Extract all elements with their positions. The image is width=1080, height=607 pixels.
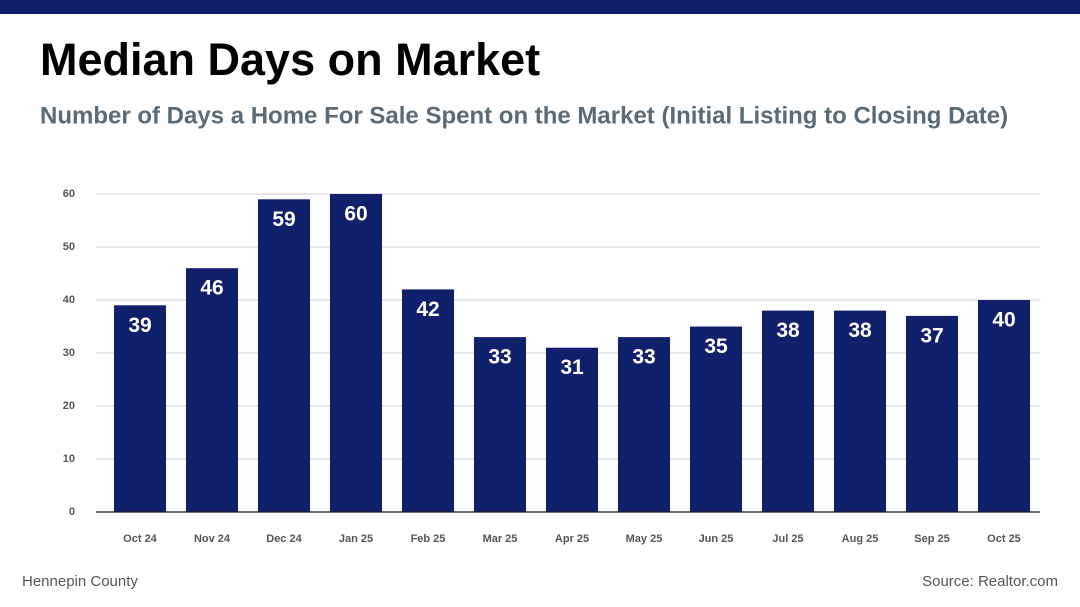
bar [258,199,310,513]
value-label: 40 [992,309,1015,332]
source-label: Source: Realtor.com [922,573,1058,590]
x-tick-label: Mar 25 [483,533,518,545]
region-label: Hennepin County [22,573,138,590]
bar [618,337,670,512]
bar [186,268,238,512]
value-label: 31 [560,356,584,379]
x-tick-label: Sep 25 [914,533,949,545]
value-label: 33 [488,346,511,369]
value-label: 38 [776,319,800,342]
value-label: 60 [344,203,367,226]
y-tick-label: 60 [63,188,75,200]
value-label: 59 [272,208,295,231]
y-tick-label: 0 [69,506,75,518]
bar [474,337,526,512]
value-label: 39 [128,314,151,337]
value-label: 37 [920,324,943,347]
x-tick-label: Dec 24 [266,533,302,545]
bar [114,305,166,512]
x-tick-label: Feb 25 [411,533,446,545]
y-tick-label: 30 [63,347,75,359]
bar [978,300,1030,512]
value-label: 33 [632,346,655,369]
bar [546,347,598,512]
top-band [0,0,1080,14]
x-tick-label: Nov 24 [194,533,231,545]
value-label: 35 [704,335,728,358]
x-tick-label: Oct 25 [987,533,1021,545]
bar [762,310,814,512]
bar [330,194,382,512]
x-tick-label: Oct 24 [123,533,158,545]
chart-subtitle: Number of Days a Home For Sale Spent on … [40,102,1008,129]
x-tick-label: Aug 25 [842,533,879,545]
value-label: 38 [848,319,872,342]
y-tick-label: 50 [63,241,75,253]
chart-title: Median Days on Market [40,34,540,85]
x-tick-label: Apr 25 [555,533,589,545]
y-tick-label: 20 [63,400,75,412]
y-tick-label: 40 [63,294,75,306]
bar [834,310,886,512]
x-tick-label: Jun 25 [699,533,734,545]
value-label: 46 [200,277,223,300]
bar [690,326,742,512]
bar [906,315,958,512]
x-tick-label: Jan 25 [339,533,373,545]
x-tick-label: May 25 [626,533,663,545]
y-tick-label: 10 [63,453,75,465]
x-tick-label: Jul 25 [772,533,803,545]
value-label: 42 [416,298,439,321]
bar [402,289,454,512]
